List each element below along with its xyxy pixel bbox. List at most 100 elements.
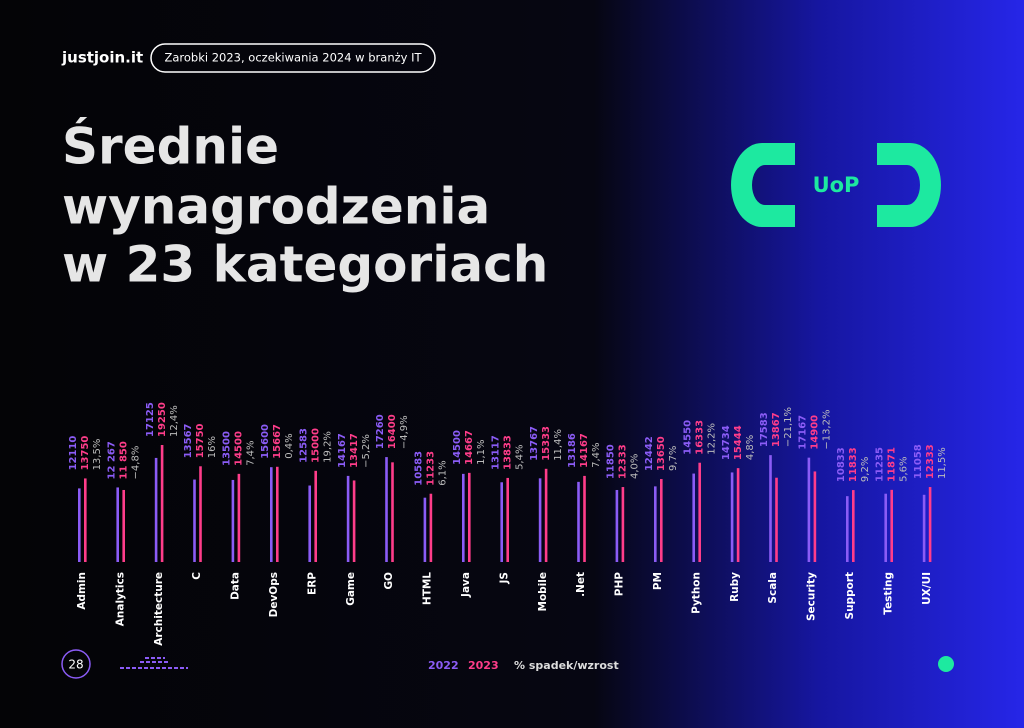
value-label: 14167: [579, 433, 590, 468]
value-label: 17167: [798, 415, 809, 450]
change-label: 6,1%: [438, 460, 449, 485]
bar: [78, 488, 81, 562]
x-tick-label: Game: [345, 572, 357, 606]
x-tick-label: Admin: [76, 572, 88, 610]
value-label: 12333: [618, 444, 629, 479]
change-label: 0,4%: [284, 433, 295, 458]
value-label: 15333: [541, 426, 552, 461]
x-tick-label: PHP: [614, 572, 626, 596]
bar: [122, 489, 125, 562]
bar: [231, 479, 235, 562]
page-circle: [61, 649, 91, 679]
value-label: 16400: [387, 414, 398, 449]
value-label: 10833: [836, 447, 847, 482]
bar: [346, 475, 350, 562]
brand-logo: justjoin.it: [61, 49, 143, 67]
value-label: 15444: [733, 425, 744, 460]
change-label: 7,4%: [246, 440, 257, 465]
bar: [160, 445, 164, 562]
value-label: 13750: [80, 436, 91, 471]
value-label: 12442: [644, 436, 655, 471]
value-label: 17125: [145, 402, 156, 437]
x-tick-label: GO: [383, 572, 395, 590]
value-label: 17583: [759, 412, 770, 447]
change-label: 9,7%: [668, 446, 679, 471]
bar: [698, 462, 701, 562]
bar: [922, 494, 926, 562]
value-label: 13567: [183, 423, 194, 458]
value-label: 13117: [490, 435, 501, 470]
change-label: 12,2%: [706, 423, 717, 455]
bar: [84, 478, 87, 562]
x-tick-label: JS: [498, 572, 510, 584]
x-tick-label: Data: [230, 572, 242, 600]
bar: [116, 487, 119, 562]
value-label: 13650: [656, 436, 667, 471]
value-label: 15667: [272, 424, 283, 459]
bar: [385, 457, 388, 562]
bar: [352, 480, 356, 562]
value-label: 14734: [721, 425, 732, 460]
bar: [621, 487, 625, 562]
bar: [775, 477, 778, 562]
change-label: 11,5%: [937, 447, 948, 479]
x-tick-label: Mobile: [537, 572, 549, 612]
value-label: 12583: [298, 428, 309, 463]
value-label: 13186: [567, 433, 578, 468]
bar: [769, 455, 772, 562]
change-label: −13,2%: [822, 410, 833, 450]
value-label: 17260: [375, 414, 386, 449]
x-tick-label: C: [191, 572, 203, 580]
change-label: 13,5%: [92, 439, 103, 471]
value-label: 14167: [337, 433, 348, 468]
change-label: 16%: [207, 436, 218, 458]
x-tick-label: Analytics: [114, 572, 126, 626]
value-label: 12333: [925, 444, 936, 479]
bar: [154, 457, 158, 562]
bar: [807, 457, 811, 562]
x-tick-label: ERP: [306, 572, 318, 595]
value-label: 13833: [502, 435, 513, 470]
legend-entry: 2023: [468, 659, 499, 672]
bar: [577, 481, 580, 562]
page-number: 28: [68, 658, 83, 672]
value-label: 15750: [195, 423, 206, 458]
x-tick-label: UX/UI: [921, 572, 933, 605]
value-label: 16333: [694, 420, 705, 455]
title-line: w 23 kategoriach: [62, 236, 548, 294]
value-label: 13417: [349, 433, 360, 468]
value-label: 11850: [606, 444, 617, 479]
bar: [736, 468, 740, 562]
change-label: 12,4%: [169, 405, 180, 437]
title-line: Średnie: [62, 117, 279, 176]
legend-entry: % spadek/wzrost: [514, 659, 619, 672]
bar: [462, 473, 465, 562]
bar: [730, 472, 734, 562]
bar: [391, 462, 394, 562]
bar: [884, 493, 887, 562]
bar: [423, 497, 427, 562]
value-label: 15000: [310, 428, 321, 463]
chart: 12110 13750 13,5% Admin 12 267 11 850 −4,8% Ana…: [68, 402, 948, 672]
change-label: 5,6%: [898, 456, 909, 481]
bar: [506, 477, 509, 562]
change-label: 9,2%: [860, 457, 871, 482]
bar: [660, 479, 663, 562]
change-label: 7,4%: [591, 442, 602, 467]
change-label: −4,8%: [130, 446, 141, 480]
title-line: wynagrodzenia: [62, 178, 490, 236]
value-label: 14550: [682, 420, 693, 455]
x-tick-label: Testing: [882, 572, 894, 615]
badge-frame: [150, 43, 436, 73]
x-tick-label: PM: [652, 572, 664, 590]
change-label: −5,2%: [361, 434, 372, 468]
value-label: 14667: [464, 430, 475, 465]
decor-dot: [938, 656, 954, 672]
value-label: 15600: [260, 424, 271, 459]
value-label: 11233: [426, 451, 437, 486]
bar: [813, 471, 817, 562]
x-tick-label: .Net: [575, 572, 587, 597]
change-label: 4,8%: [745, 435, 756, 460]
